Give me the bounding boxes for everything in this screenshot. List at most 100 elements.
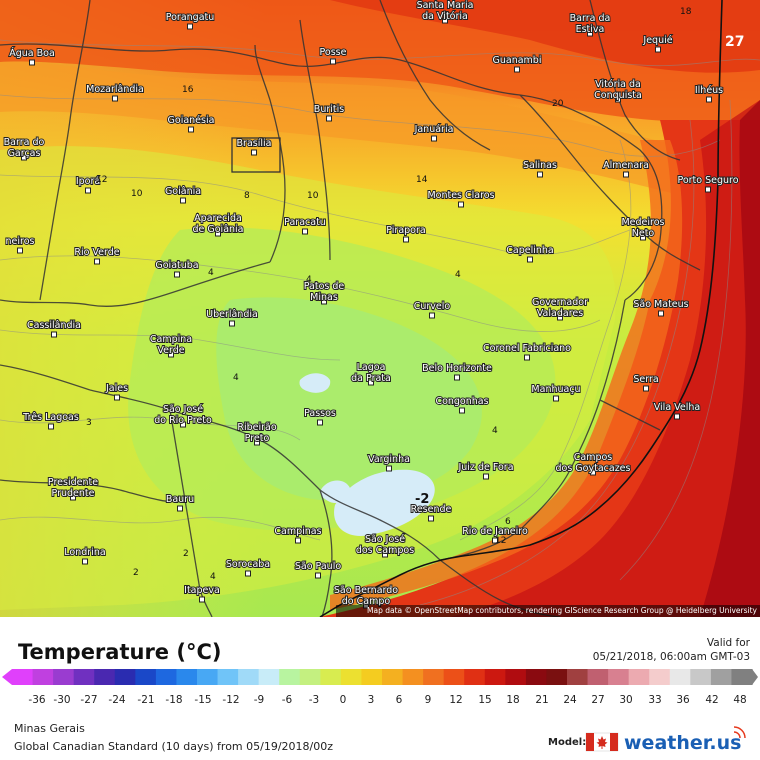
colorbar-segment xyxy=(32,669,54,685)
city-marker xyxy=(21,154,27,161)
contour-label: 2 xyxy=(133,568,139,578)
city-marker xyxy=(428,515,434,522)
city-marker xyxy=(114,394,120,401)
contour-label: 6 xyxy=(505,517,511,527)
city-marker xyxy=(17,247,23,254)
city-label: Itapeva xyxy=(184,585,220,596)
colorbar-segment xyxy=(505,669,527,685)
colorbar-segment xyxy=(361,669,383,685)
city-campinas: Campinas xyxy=(273,525,323,544)
colorbar-tick-label: 42 xyxy=(705,694,718,706)
city-congonhas: Congonhas xyxy=(434,395,490,414)
city-label: Lagoa xyxy=(357,362,386,373)
contour-label: 4 xyxy=(210,572,216,582)
city-marker xyxy=(368,379,374,386)
city-marker xyxy=(623,171,629,178)
city-marker xyxy=(590,469,596,476)
city-label: Jales xyxy=(105,383,128,394)
city-marker xyxy=(82,558,88,565)
city-marker xyxy=(70,494,76,501)
city-s-o-mateus: São Mateus xyxy=(632,298,690,317)
city-marker xyxy=(454,374,460,381)
city-label: Ribeirão xyxy=(237,422,276,433)
contour-label: 18 xyxy=(680,7,692,17)
city-goi-nia: Goiânia xyxy=(164,185,202,204)
colorbar-segment xyxy=(423,669,445,685)
city-marker xyxy=(537,171,543,178)
city-juiz-de-fora: Juiz de Fora xyxy=(456,461,515,480)
colorbar-tick-label: 33 xyxy=(648,694,661,706)
city-coronel-fabriciano: Coronel Fabriciano xyxy=(482,342,572,361)
city-paracatu: Paracatu xyxy=(283,216,327,235)
city-marker xyxy=(295,537,301,544)
city-marker xyxy=(321,298,327,305)
city-label: Goianésia xyxy=(168,115,215,126)
colorbar-segment xyxy=(94,669,116,685)
city-pirapora: Pirapora xyxy=(385,224,427,243)
city-marker xyxy=(431,135,437,142)
city-label: Bauru xyxy=(166,494,194,505)
city-label: Buritis xyxy=(314,104,344,115)
city-marker xyxy=(85,187,91,194)
city-label: Prudente xyxy=(52,488,95,499)
city-bauru: Bauru xyxy=(165,493,195,512)
colorbar-tick-label: 36 xyxy=(676,694,690,706)
city-marker xyxy=(251,149,257,156)
city-label: Vitória da xyxy=(595,79,641,90)
colorbar-segment xyxy=(238,669,260,685)
city-label: Aparecida xyxy=(194,213,242,224)
city-marker xyxy=(317,419,323,426)
city-marker xyxy=(587,30,593,37)
colorbar-segment xyxy=(135,669,157,685)
colorbar-segment xyxy=(12,669,34,685)
colorbar-tick-label: 21 xyxy=(535,694,548,706)
colorbar-segment xyxy=(217,669,239,685)
city-marker xyxy=(254,439,260,446)
city-label: Minas xyxy=(310,292,338,303)
colorbar-tick-label: 24 xyxy=(563,694,577,706)
city-label: Três Lagoas xyxy=(22,412,79,423)
colorbar-segment xyxy=(546,669,568,685)
model-run-label: Global Canadian Standard (10 days) from … xyxy=(14,740,334,753)
colorbar-segment xyxy=(690,669,712,685)
colorbar-tick-label: -3 xyxy=(309,694,319,706)
city-marker xyxy=(483,473,489,480)
city-porto-seguro: Porto Seguro xyxy=(676,174,740,193)
colorbar-tick-label: 6 xyxy=(396,694,403,706)
city-label: Água Boa xyxy=(9,47,55,59)
city-marker xyxy=(442,17,448,24)
colorbar-segment xyxy=(525,669,548,685)
contour-label: 12 xyxy=(96,175,107,185)
contour-label: 4 xyxy=(233,373,239,383)
colorbar-tick-label: -24 xyxy=(108,694,125,706)
city-guanambi: Guanambi xyxy=(492,54,542,73)
city-belo-horizonte: Belo Horizonte xyxy=(421,362,493,381)
city-marker xyxy=(187,23,193,30)
city-label: Coronel Fabriciano xyxy=(483,343,571,354)
city-ipor-: Iporá xyxy=(75,175,101,194)
contour-label: 2 xyxy=(183,549,189,559)
colorbar-tick-label: 27 xyxy=(591,694,604,706)
city-rio-de-janeiro: Rio de Janeiro xyxy=(461,525,529,544)
colorbar-segment xyxy=(710,669,733,685)
city-marker xyxy=(524,354,530,361)
city-marker xyxy=(48,423,54,430)
city-label: Preto xyxy=(245,433,270,444)
brand-text: weather.us xyxy=(624,732,741,754)
city-label: Salinas xyxy=(523,160,557,171)
city-label: São Bernardo xyxy=(334,585,398,596)
colorbar-tick-label: 12 xyxy=(449,694,462,706)
weather-us-logo[interactable]: weather.us xyxy=(584,725,754,757)
colorbar-segment xyxy=(340,669,363,685)
contour-label: 14 xyxy=(416,175,428,185)
city-itapeva: Itapeva xyxy=(183,584,221,603)
city-vila-velha: Vila Velha xyxy=(653,401,701,420)
colorbar-segment xyxy=(443,669,465,685)
city-label: Campina xyxy=(150,334,192,345)
